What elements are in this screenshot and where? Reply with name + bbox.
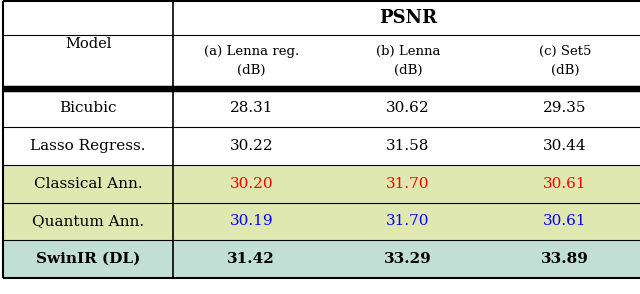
Text: (a) Lenna reg.
(dB): (a) Lenna reg. (dB) bbox=[204, 45, 299, 77]
Text: 31.58: 31.58 bbox=[387, 139, 429, 153]
Text: (c) Set5
(dB): (c) Set5 (dB) bbox=[539, 45, 591, 77]
Text: 31.42: 31.42 bbox=[227, 252, 275, 266]
Text: 30.22: 30.22 bbox=[229, 139, 273, 153]
Text: Classical Ann.: Classical Ann. bbox=[34, 177, 142, 191]
Text: (b) Lenna
(dB): (b) Lenna (dB) bbox=[376, 45, 440, 77]
Text: 30.62: 30.62 bbox=[386, 101, 430, 116]
Text: 30.61: 30.61 bbox=[543, 214, 587, 228]
Text: Model: Model bbox=[65, 37, 111, 51]
Text: 31.70: 31.70 bbox=[387, 214, 429, 228]
Text: PSNR: PSNR bbox=[379, 9, 437, 27]
Text: Quantum Ann.: Quantum Ann. bbox=[32, 214, 144, 228]
Text: Bicubic: Bicubic bbox=[60, 101, 116, 116]
Text: 30.20: 30.20 bbox=[229, 177, 273, 191]
Text: 30.61: 30.61 bbox=[543, 177, 587, 191]
Text: 33.29: 33.29 bbox=[384, 252, 432, 266]
Text: SwinIR (DL): SwinIR (DL) bbox=[36, 252, 140, 266]
Text: Lasso Regress.: Lasso Regress. bbox=[30, 139, 146, 153]
Text: 33.89: 33.89 bbox=[541, 252, 589, 266]
Text: 28.31: 28.31 bbox=[230, 101, 273, 116]
Text: 31.70: 31.70 bbox=[387, 177, 429, 191]
Text: 30.19: 30.19 bbox=[229, 214, 273, 228]
Text: 29.35: 29.35 bbox=[543, 101, 586, 116]
Text: 30.44: 30.44 bbox=[543, 139, 587, 153]
